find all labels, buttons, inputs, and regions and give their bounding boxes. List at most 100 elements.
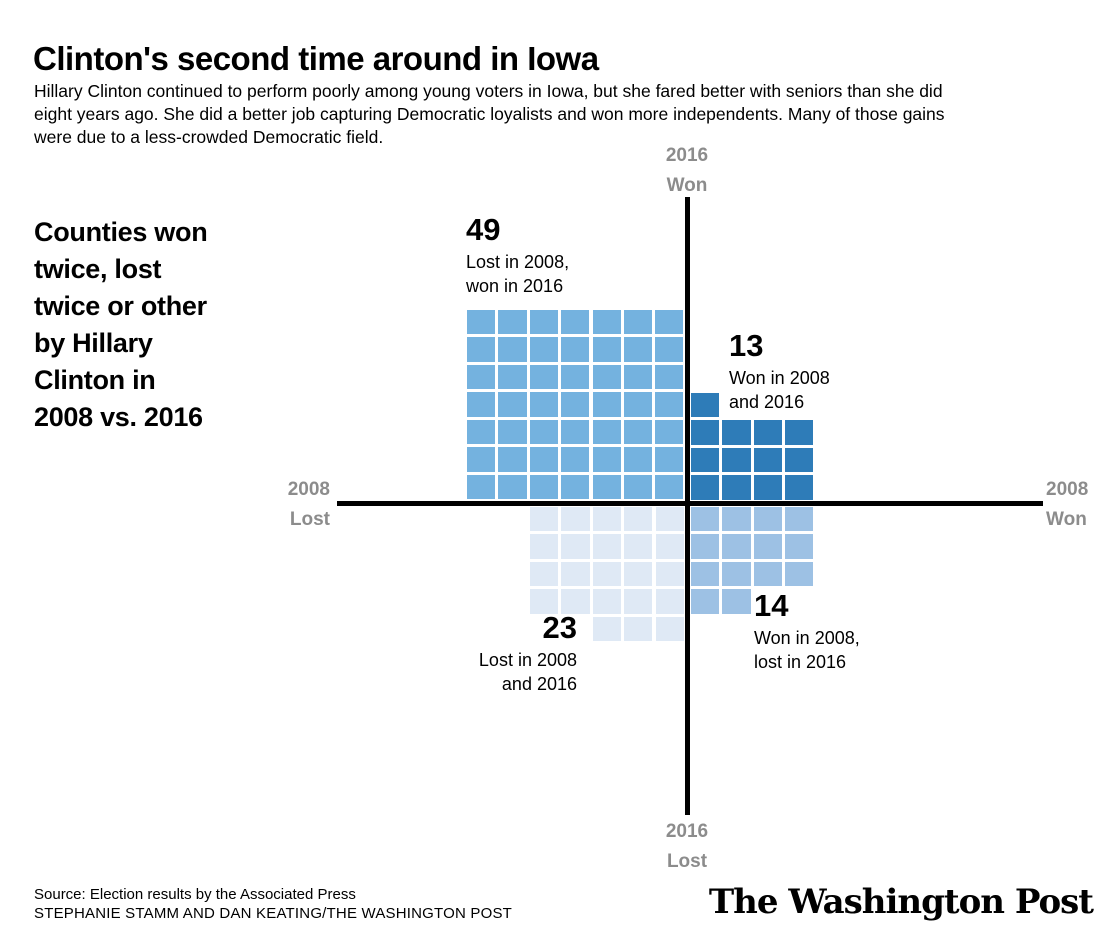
county-square — [785, 420, 814, 445]
county-square — [655, 419, 684, 445]
county-square — [530, 534, 559, 559]
county-square — [592, 392, 621, 417]
county-square — [691, 589, 720, 614]
county-square — [785, 475, 814, 500]
county-square — [624, 589, 653, 614]
county-square — [655, 534, 684, 559]
county-square — [561, 364, 590, 390]
county-square — [529, 419, 558, 445]
county-square — [561, 447, 590, 472]
quadrant-count-14: 14 — [754, 588, 789, 623]
county-square — [785, 447, 814, 473]
page-title: Clinton's second time around in Iowa — [33, 40, 599, 78]
county-square — [592, 337, 621, 362]
county-square — [592, 616, 621, 642]
county-square — [753, 475, 782, 500]
county-square — [561, 337, 590, 362]
county-square — [592, 507, 621, 532]
county-square — [624, 507, 653, 532]
county-square — [592, 474, 621, 500]
county-square — [655, 507, 684, 532]
county-square — [655, 364, 684, 390]
county-square — [691, 447, 720, 473]
quadrant-label-23: 23 Lost in 2008 and 2016 — [420, 610, 577, 696]
county-square — [529, 337, 558, 362]
county-square — [722, 589, 751, 614]
county-square — [561, 392, 590, 417]
county-square — [592, 561, 621, 587]
county-square — [753, 447, 782, 473]
quadrant-desc-23: Lost in 2008 and 2016 — [478, 650, 577, 694]
county-square — [592, 310, 621, 335]
county-square — [498, 364, 527, 390]
county-square — [530, 561, 559, 587]
quadrant-lost2008-won2016 — [467, 310, 684, 500]
county-square — [753, 534, 782, 559]
quadrant-count-13: 13 — [729, 328, 764, 363]
county-square — [623, 392, 653, 417]
county-square — [655, 392, 684, 417]
county-square — [467, 337, 496, 362]
county-square — [498, 310, 527, 335]
county-square — [498, 419, 527, 445]
county-square — [592, 364, 621, 390]
county-square — [592, 589, 621, 614]
county-square — [655, 561, 684, 587]
county-square — [623, 364, 653, 390]
county-square — [498, 447, 527, 472]
byline-credit: STEPHANIE STAMM AND DAN KEATING/THE WASH… — [34, 905, 513, 922]
county-square — [498, 474, 527, 500]
vertical-axis-line — [685, 197, 690, 815]
county-square — [529, 310, 558, 335]
quadrant-lost2008-lost2016 — [530, 507, 684, 642]
county-square — [529, 447, 558, 472]
county-square — [624, 534, 653, 559]
quadrant-won2008-lost2016 — [691, 507, 814, 614]
county-square — [467, 310, 496, 335]
county-square — [623, 474, 653, 500]
county-square — [655, 589, 684, 614]
quadrant-won2008-won2016 — [691, 393, 814, 500]
county-square — [529, 392, 558, 417]
county-square — [691, 507, 720, 532]
axis-label-2016-won: 2016 Won — [665, 145, 709, 196]
county-square — [691, 561, 720, 587]
county-square — [655, 337, 684, 362]
county-square — [691, 393, 720, 418]
quadrant-desc-49: Lost in 2008, won in 2016 — [466, 252, 570, 296]
county-square — [530, 507, 559, 532]
county-square — [624, 561, 653, 587]
county-square — [467, 419, 496, 445]
county-square — [529, 474, 558, 500]
county-square — [722, 475, 751, 500]
chart-side-label: Counties won twice, lost twice or other … — [34, 217, 208, 432]
county-square — [561, 561, 590, 587]
county-square — [691, 475, 720, 500]
county-square — [561, 507, 590, 532]
county-square — [623, 419, 653, 445]
quadrant-count-23: 23 — [542, 610, 577, 645]
county-square — [785, 534, 814, 559]
county-square — [722, 534, 751, 559]
county-square — [623, 337, 653, 362]
county-square — [655, 447, 684, 472]
county-square — [753, 507, 782, 532]
page-subtitle: Hillary Clinton continued to perform poo… — [34, 80, 945, 147]
county-square — [561, 474, 590, 500]
county-square — [623, 447, 653, 472]
axis-label-2008-won: 2008 Won — [1046, 479, 1089, 530]
county-square — [722, 561, 751, 587]
washington-post-logo: The Washington Post — [708, 882, 1094, 922]
county-square — [753, 420, 782, 445]
quadrant-desc-14: Won in 2008, lost in 2016 — [754, 628, 860, 672]
county-square — [623, 310, 653, 335]
county-square — [498, 392, 527, 417]
county-square — [530, 589, 559, 614]
county-square — [561, 419, 590, 445]
county-square — [467, 474, 496, 500]
county-square — [722, 507, 751, 532]
source-note: Source: Election results by the Associat… — [34, 886, 356, 903]
county-square — [561, 589, 590, 614]
county-square — [655, 310, 684, 335]
